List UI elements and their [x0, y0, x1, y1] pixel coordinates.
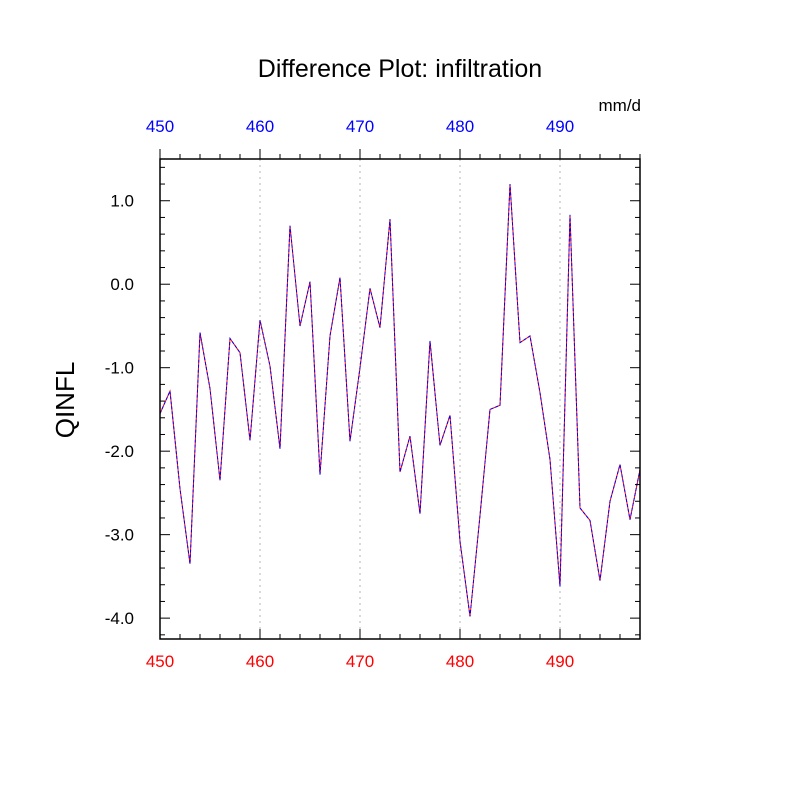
x-tick-label-top-1: 460 — [246, 117, 274, 136]
plot-frame — [159, 158, 641, 640]
y-tick-label-0: 1.0 — [110, 192, 134, 211]
axis-ticks — [159, 149, 641, 639]
y-tick-label-3: -2.0 — [105, 442, 134, 461]
x-tick-label-bottom-0: 450 — [146, 652, 174, 671]
units-label: mm/d — [599, 96, 642, 115]
x-tick-label-top-3: 480 — [446, 117, 474, 136]
series-line-red-0 — [159, 184, 641, 617]
x-tick-label-bottom-2: 470 — [346, 652, 374, 671]
x-tick-label-bottom-4: 490 — [546, 652, 574, 671]
x-tick-label-top-4: 490 — [546, 117, 574, 136]
x-tick-label-top-0: 450 — [146, 117, 174, 136]
x-tick-label-top-2: 470 — [346, 117, 374, 136]
grid-lines — [259, 159, 561, 639]
series-line-blue-0 — [159, 184, 641, 617]
tick-labels: 450 460 470 480 490 450 460 470 480 490 1.0 0.0 -1.0… — [105, 117, 574, 671]
series-lines — [159, 184, 641, 617]
y-tick-label-5: -4.0 — [105, 609, 134, 628]
x-tick-label-bottom-3: 480 — [446, 652, 474, 671]
y-axis-label: QINFL — [50, 362, 80, 439]
chart-title: Difference Plot: infiltration — [258, 55, 542, 83]
x-tick-label-bottom-1: 460 — [246, 652, 274, 671]
y-tick-label-1: 0.0 — [110, 275, 134, 294]
y-tick-label-2: -1.0 — [105, 359, 134, 378]
y-tick-label-4: -3.0 — [105, 526, 134, 545]
